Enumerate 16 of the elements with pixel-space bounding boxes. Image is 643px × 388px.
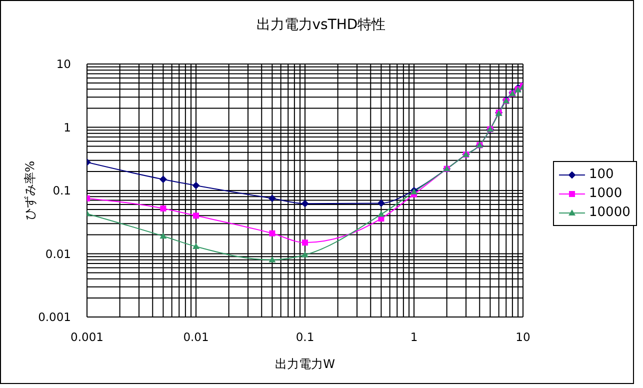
x-tick-label: 1 bbox=[410, 330, 418, 344]
y-tick-label: 10 bbox=[56, 57, 71, 72]
legend-label: 100 bbox=[589, 167, 614, 182]
y-tick-label: 0.001 bbox=[38, 310, 71, 324]
x-tick-label: 0.01 bbox=[183, 330, 209, 344]
y-tick-label: 0.01 bbox=[45, 246, 71, 261]
legend-label: 1000 bbox=[589, 186, 622, 201]
x-tick-label: 10 bbox=[516, 330, 530, 344]
y-tick-label: 1 bbox=[64, 120, 71, 134]
x-tick-label: 0.001 bbox=[70, 330, 104, 344]
chart-title: 出力電力vsTHD特性 bbox=[255, 16, 387, 34]
legend-label: 10000 bbox=[589, 205, 630, 220]
y-axis-title: ひずみ率% bbox=[23, 160, 37, 220]
x-axis-title: 出力電力W bbox=[275, 357, 336, 371]
x-tick-label: 0.1 bbox=[296, 330, 314, 344]
y-tick-label: 0.1 bbox=[52, 184, 71, 198]
